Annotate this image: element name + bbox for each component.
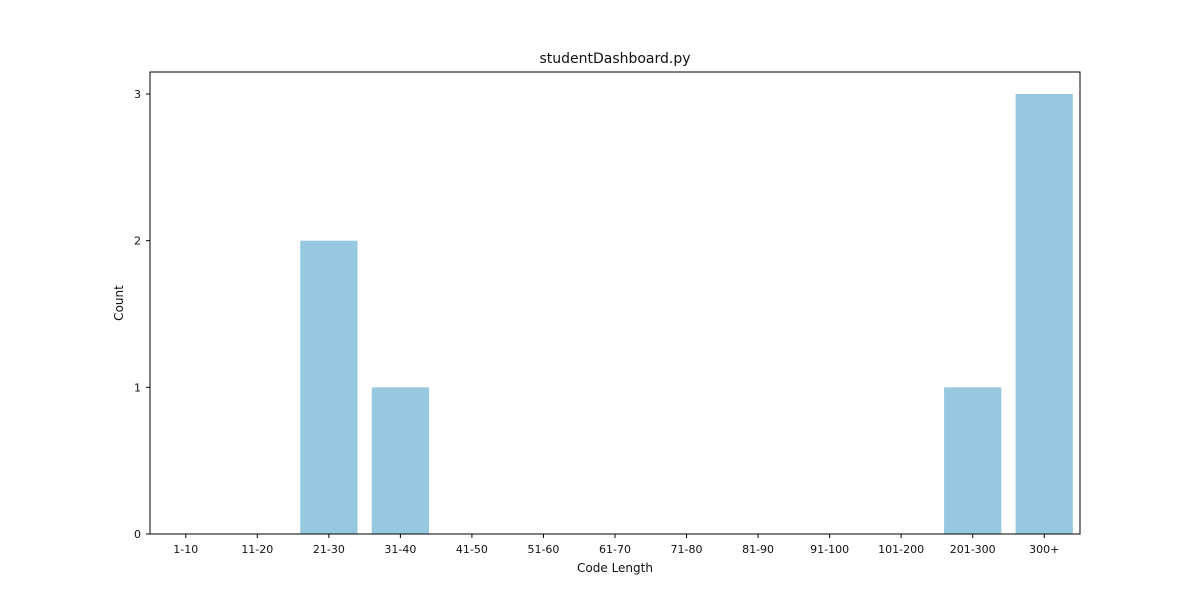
bar-31-40 (371, 387, 429, 534)
y-tick-label: 0 (134, 528, 141, 541)
y-axis-label: Count (112, 285, 126, 321)
x-tick-label: 51-60 (527, 543, 559, 556)
x-tick-label: 31-40 (384, 543, 416, 556)
bar-21-30 (300, 240, 358, 535)
x-tick-label: 71-80 (671, 543, 703, 556)
y-tick-label: 2 (134, 235, 141, 248)
x-tick-label: 21-30 (313, 543, 345, 556)
chart-title: studentDashboard.py (539, 51, 690, 67)
x-tick-label: 201-300 (950, 543, 996, 556)
x-tick-label: 81-90 (742, 543, 774, 556)
x-tick-label: 11-20 (241, 543, 273, 556)
x-axis: 1-10 11-20 21-30 31-40 41-50 51-60 61-70 71-80 8… (173, 534, 1059, 556)
x-tick-label: 91-100 (810, 543, 849, 556)
y-tick-label: 3 (134, 88, 141, 101)
y-axis: 0 1 2 3 (134, 88, 150, 541)
x-tick-label: 61-70 (599, 543, 631, 556)
x-axis-label: Code Length (577, 561, 653, 575)
bar-300+ (1015, 94, 1073, 534)
x-tick-label: 101-200 (878, 543, 924, 556)
x-tick-label: 300+ (1029, 543, 1059, 556)
x-tick-label: 1-10 (173, 543, 198, 556)
bars-group (300, 94, 1073, 535)
x-tick-label: 41-50 (456, 543, 488, 556)
plot-frame (149, 71, 1081, 535)
y-tick-label: 1 (134, 381, 141, 394)
bar-201-300 (944, 387, 1002, 534)
